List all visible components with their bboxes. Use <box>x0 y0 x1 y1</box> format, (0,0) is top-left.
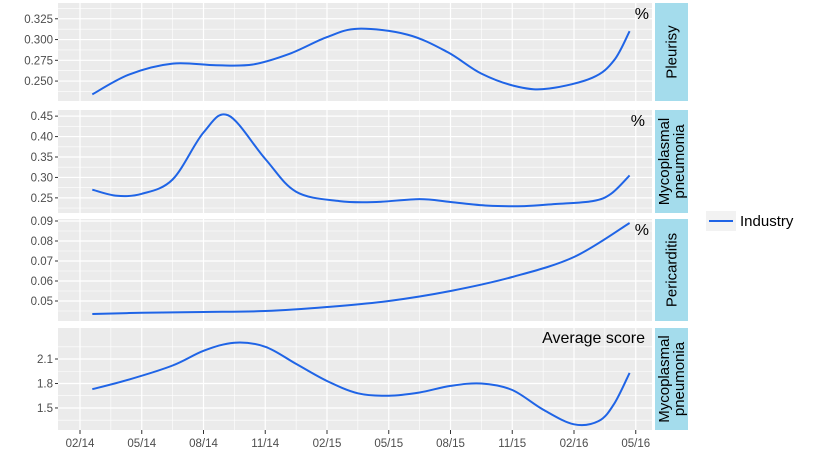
panel-3: 0.05 0.06 0.07 0.08 0.09 % Pericarditis <box>31 216 688 321</box>
y-tick-label: 1.8 <box>37 378 53 390</box>
y-tick-label: 0.40 <box>31 132 53 144</box>
strip-label: Mycoplasmal <box>656 118 673 206</box>
series-line-industry <box>92 222 631 315</box>
panel-4: 1.5 1.8 2.1 Average score Mycoplasmalpneumon… <box>37 328 688 430</box>
y-tick-label: 0.300 <box>24 35 53 47</box>
strip-label: pneumonia <box>671 341 688 416</box>
legend-label: Industry <box>740 213 794 230</box>
y-tick-label: 0.250 <box>24 76 53 88</box>
strip-background <box>655 219 688 321</box>
strip-background <box>655 328 688 430</box>
panel-background <box>58 219 652 321</box>
x-tick-label: 02/16 <box>560 438 589 450</box>
panel-2: 0.25 0.30 0.35 0.40 0.45% Mycoplasmalpneumoni… <box>31 110 688 213</box>
strip-background <box>655 3 688 101</box>
x-tick-label: 05/14 <box>127 438 156 450</box>
x-tick-label: 08/15 <box>436 438 465 450</box>
series-line-industry <box>92 113 631 208</box>
y-tick-label: 0.05 <box>31 296 53 308</box>
x-tick-label: 11/15 <box>498 438 526 450</box>
strip-label: Pleurisy <box>664 25 681 79</box>
y-tick-label: 0.35 <box>31 152 53 164</box>
y-tick-label: 1.5 <box>37 403 53 415</box>
strip-label: Pericarditis <box>664 233 681 307</box>
series-line-industry <box>91 27 631 96</box>
x-tick-label: 05/15 <box>374 438 403 450</box>
strip-label: pneumonia <box>671 124 688 199</box>
panel-background <box>58 328 652 430</box>
y-tick-label: 0.25 <box>31 193 53 205</box>
x-tick-label: 02/14 <box>66 438 95 450</box>
y-tick-label: 0.30 <box>31 172 53 184</box>
y-tick-label: 0.325 <box>24 14 53 26</box>
y-tick-label: 0.08 <box>31 236 53 248</box>
strip-background <box>655 110 688 213</box>
series-line-industry <box>92 341 631 427</box>
panel-1: 0.250 0.275 0.300 0.325 % Pleurisy <box>24 3 688 101</box>
y-tick-label: 0.06 <box>31 276 53 288</box>
y-tick-label: 0.09 <box>31 216 53 228</box>
y-tick-label: 0.275 <box>24 55 53 67</box>
strip-label: Mycoplasmal <box>656 335 673 423</box>
legend: Industry <box>706 211 794 231</box>
panel-annotation: Average score <box>542 330 645 347</box>
panel-annotation: % <box>635 222 649 239</box>
panel-annotation: % <box>635 6 649 23</box>
y-tick-label: 0.07 <box>31 256 53 268</box>
y-tick-label: 0.45 <box>31 111 53 123</box>
x-tick-label: 05/16 <box>621 438 650 450</box>
x-tick-label: 11/14 <box>251 438 280 450</box>
x-tick-label: 08/14 <box>189 438 218 450</box>
x-tick-label: 02/15 <box>313 438 342 450</box>
panel-annotation: % <box>631 113 645 130</box>
y-tick-label: 2.1 <box>37 354 53 366</box>
panel-background <box>58 110 652 213</box>
